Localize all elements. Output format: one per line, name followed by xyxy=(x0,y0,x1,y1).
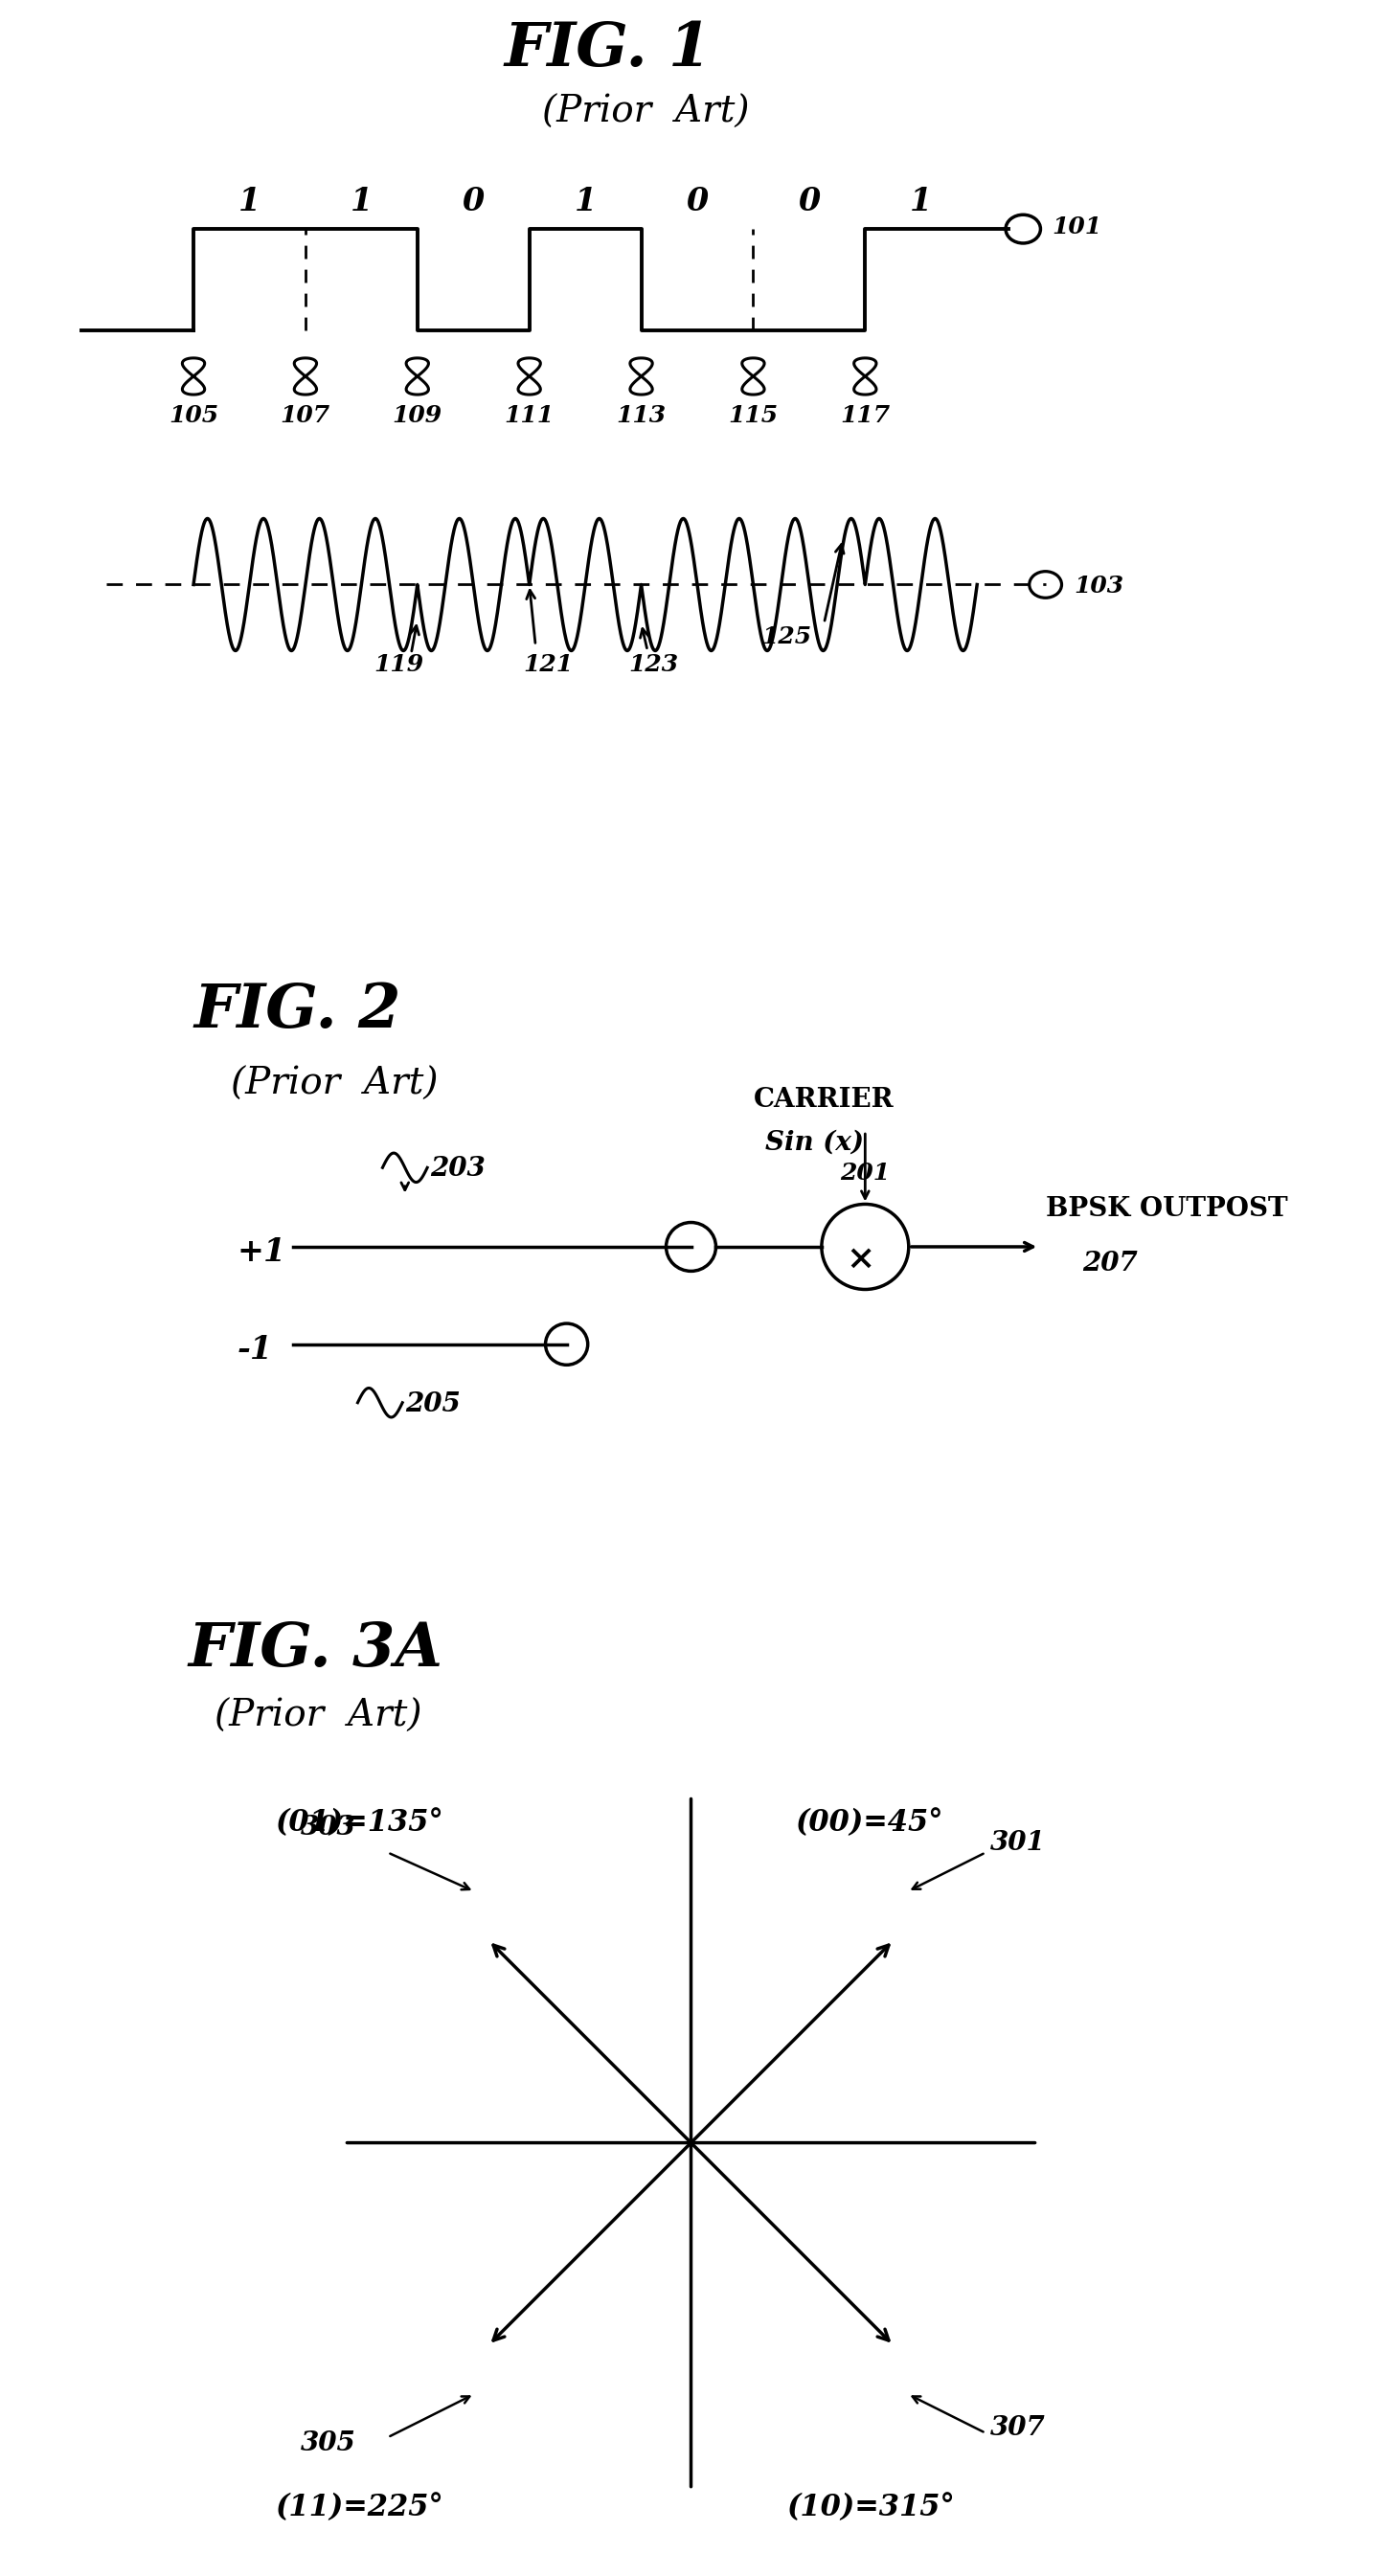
Text: 203: 203 xyxy=(430,1157,485,1182)
Text: (Prior  Art): (Prior Art) xyxy=(214,1700,422,1734)
Text: (00)=45°: (00)=45° xyxy=(795,1808,943,1837)
Text: 201: 201 xyxy=(840,1162,890,1185)
Text: (Prior  Art): (Prior Art) xyxy=(231,1066,438,1103)
Text: 1: 1 xyxy=(909,185,933,216)
Text: 101: 101 xyxy=(1052,216,1101,240)
Text: 0: 0 xyxy=(797,185,821,216)
Text: (11)=225°: (11)=225° xyxy=(275,2494,444,2522)
Text: (01)=135°: (01)=135° xyxy=(275,1808,444,1837)
Text: FIG. 1: FIG. 1 xyxy=(504,21,712,80)
Text: 303: 303 xyxy=(301,1816,357,1842)
Text: 123: 123 xyxy=(629,652,679,675)
Text: (Prior  Art): (Prior Art) xyxy=(542,95,749,129)
Text: 109: 109 xyxy=(392,404,442,428)
Text: 117: 117 xyxy=(840,404,890,428)
Text: (10)=315°: (10)=315° xyxy=(786,2494,955,2522)
Text: +1: +1 xyxy=(238,1236,286,1267)
Text: FIG. 3A: FIG. 3A xyxy=(188,1620,444,1680)
Text: 1: 1 xyxy=(238,185,261,216)
Text: 301: 301 xyxy=(990,1829,1045,1855)
Text: 305: 305 xyxy=(301,2429,357,2455)
Text: 307: 307 xyxy=(990,2416,1045,2442)
Text: 103: 103 xyxy=(1074,574,1124,598)
Text: 113: 113 xyxy=(616,404,666,428)
Text: Sin (x): Sin (x) xyxy=(766,1128,864,1154)
Text: 105: 105 xyxy=(169,404,218,428)
Text: 107: 107 xyxy=(281,404,330,428)
Text: 121: 121 xyxy=(524,652,574,675)
Text: 205: 205 xyxy=(405,1391,460,1417)
Text: 125: 125 xyxy=(761,626,811,649)
Text: 1: 1 xyxy=(350,185,373,216)
Text: BPSK OUTPOST: BPSK OUTPOST xyxy=(1046,1195,1288,1221)
Text: FIG. 2: FIG. 2 xyxy=(193,981,401,1041)
Text: 0: 0 xyxy=(462,185,485,216)
Text: 111: 111 xyxy=(504,404,554,428)
Text: 0: 0 xyxy=(685,185,709,216)
Text: -1: -1 xyxy=(238,1334,272,1365)
Text: 207: 207 xyxy=(1083,1252,1139,1278)
Text: CARRIER: CARRIER xyxy=(753,1087,894,1113)
Text: 1: 1 xyxy=(574,185,597,216)
Text: 119: 119 xyxy=(373,652,424,675)
Text: 115: 115 xyxy=(728,404,778,428)
Text: ×: × xyxy=(846,1242,875,1275)
